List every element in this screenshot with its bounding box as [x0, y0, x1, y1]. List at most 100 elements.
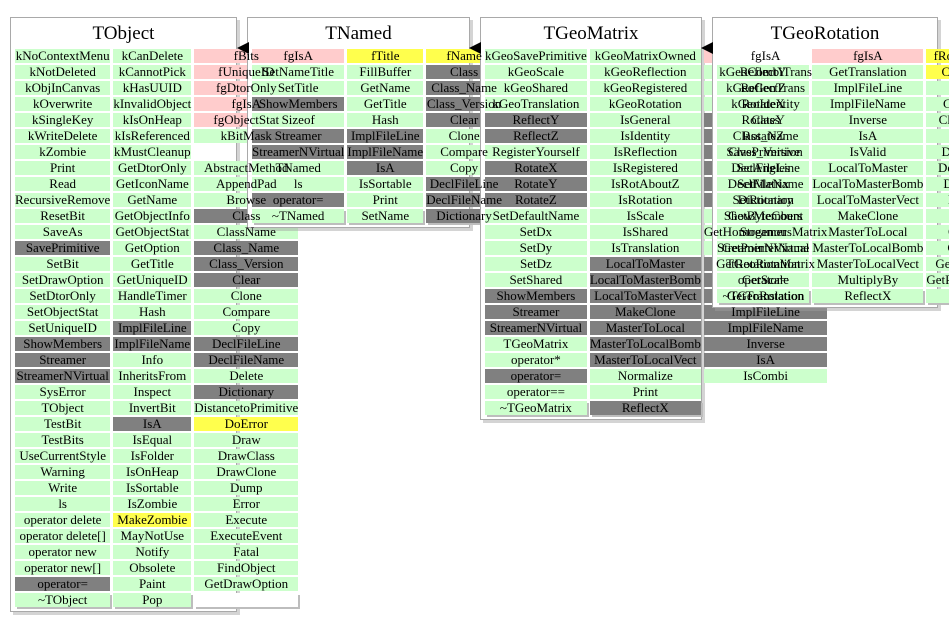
member-cell: ls	[252, 176, 345, 191]
member-label: Hash	[138, 304, 166, 319]
member-label: GetInverse	[947, 240, 949, 255]
member-cell: RecursiveRemove	[15, 193, 111, 207]
member-label: kCanDelete	[121, 48, 183, 63]
member-label: kHasUUID	[122, 80, 182, 95]
member-cell: IsSortable	[113, 481, 192, 495]
member-label: kGeoSavePrimitive	[485, 48, 587, 63]
member-cell: kGeoSavePrimitive	[485, 49, 587, 63]
member-label: DeclFileLine	[429, 176, 499, 191]
member-cell: kNoContextMenu	[15, 49, 111, 63]
member-cell: operator=	[252, 193, 345, 207]
member-cell: GetAngles	[926, 225, 949, 239]
member-cell: IsRotation	[589, 193, 701, 207]
member-cell: StreamerNVirtual	[485, 321, 587, 335]
member-cell: DeclFileLine	[926, 145, 949, 159]
member-cell: MasterToLocalVect	[589, 353, 701, 367]
member-label: IsShared	[622, 224, 669, 239]
member-cell: GetRotationMatrix	[926, 273, 949, 287]
member-cell: SetTitle	[252, 80, 345, 95]
member-cell: operator=	[717, 273, 810, 287]
member-cell: RotateX	[485, 161, 587, 175]
member-label: DrawClone	[216, 464, 277, 479]
member-label: ReflectY	[512, 112, 560, 127]
member-label: ImplFileLine	[731, 304, 800, 319]
member-cell: IsA	[113, 417, 192, 431]
member-label: SetDefaultName	[492, 208, 580, 223]
member-cell: RotateX	[717, 97, 810, 111]
member-cell: ClassName	[194, 224, 299, 239]
member-label: TGeoMatrix	[503, 336, 569, 351]
member-grid: fgIsA fRotationMatrix ReflectY GetTranslati…	[713, 49, 949, 303]
member-cell: SetDy	[485, 241, 587, 255]
member-cell: fgDtorOnly	[194, 81, 299, 95]
member-label: Class_Version	[209, 256, 284, 271]
member-grid: kNoContextMenu kCanDelete fBits kNotDeleted…	[11, 48, 299, 607]
member-label: Inspect	[133, 384, 172, 399]
member-label: fgObjectStat	[213, 112, 280, 127]
member-label: ClassName	[216, 224, 276, 239]
member-label: GetUniqueID	[116, 272, 188, 287]
member-label: Hash	[371, 112, 399, 127]
member-label: kIsOnHeap	[122, 112, 182, 127]
member-cell: GetPhiRotation	[926, 257, 949, 271]
member-label: Inverse	[848, 112, 887, 127]
member-label: Class_Name	[213, 240, 280, 255]
member-cell: GetObjectStat	[113, 225, 192, 239]
member-cell: Dictionary	[194, 385, 299, 399]
member-cell: SetNameTitle	[252, 64, 345, 79]
member-cell: kSingleKey	[15, 113, 111, 127]
member-label: IsZombie	[127, 496, 178, 511]
member-label: DrawClass	[217, 448, 275, 463]
member-cell: UseCurrentStyle	[15, 449, 111, 463]
member-label: ~TGeoMatrix	[499, 400, 572, 415]
member-cell: CheckMatrix	[926, 65, 949, 79]
member-cell: ImplFileName	[113, 337, 192, 351]
member-label: Streamer	[512, 304, 560, 319]
member-label: IsRegistered	[612, 160, 678, 175]
member-label: StreamerNVirtual	[489, 320, 583, 335]
member-cell: IsRegistered	[589, 160, 701, 175]
member-cell: Warning	[15, 464, 111, 479]
member-label: SetNameTitle	[262, 64, 335, 79]
class-box-tgeomatrix: TGeoMatrix kGeoSavePrimitive kGeoMatrixOw…	[480, 17, 828, 420]
class-box-tobject: TObject kNoContextMenu kCanDelete fBits kNo…	[10, 17, 299, 612]
member-cell: operator==	[485, 385, 587, 399]
member-label: Warning	[40, 464, 85, 479]
member-label: MakeClone	[615, 304, 676, 319]
member-cell: Dictionary	[926, 193, 949, 207]
member-cell: Class_Name	[426, 81, 502, 95]
member-label: ShowMembers	[723, 208, 803, 223]
member-cell: MayNotUse	[113, 529, 192, 543]
member-label: Clear	[450, 112, 479, 127]
member-cell: GetTitle	[113, 257, 192, 271]
member-label: Inverse	[746, 336, 785, 351]
member-cell: fgIsA	[252, 49, 345, 63]
member-cell: IsValid	[812, 145, 924, 159]
member-label: SetAngles	[736, 160, 790, 175]
member-label: SysError	[39, 384, 86, 399]
member-cell: kOverwrite	[15, 97, 111, 111]
member-cell: DeclFileName	[194, 353, 299, 367]
member-label: GetRotationMatrix	[926, 272, 949, 287]
member-label: TestBit	[43, 416, 82, 431]
member-label: Class_Version	[728, 144, 803, 159]
member-label: SavePrimitive	[726, 144, 801, 159]
member-cell: kIsOnHeap	[113, 112, 192, 127]
member-label: TGeoRotation	[725, 256, 801, 271]
empty-cell	[704, 401, 827, 415]
class-box-tgeorotation: TGeoRotation fgIsA fRotationMatrix Reflect…	[712, 17, 949, 308]
member-label: SetTitle	[277, 80, 319, 95]
member-label: GetTranslation	[829, 64, 907, 79]
member-label: ls	[293, 176, 303, 191]
member-label: MakeClone	[837, 208, 899, 223]
member-cell: HandleTimer	[113, 289, 192, 303]
member-cell: ExecuteEvent	[194, 529, 299, 543]
member-cell: IsA	[703, 353, 828, 367]
class-title: TGeoMatrix	[543, 23, 639, 44]
member-label: kWriteDelete	[27, 128, 98, 143]
member-cell: kGeoCombiTrans	[703, 65, 828, 79]
member-label: RotateZ	[742, 128, 785, 143]
member-cell: DeclFileLine	[703, 161, 828, 175]
member-label: operator*	[511, 352, 561, 367]
